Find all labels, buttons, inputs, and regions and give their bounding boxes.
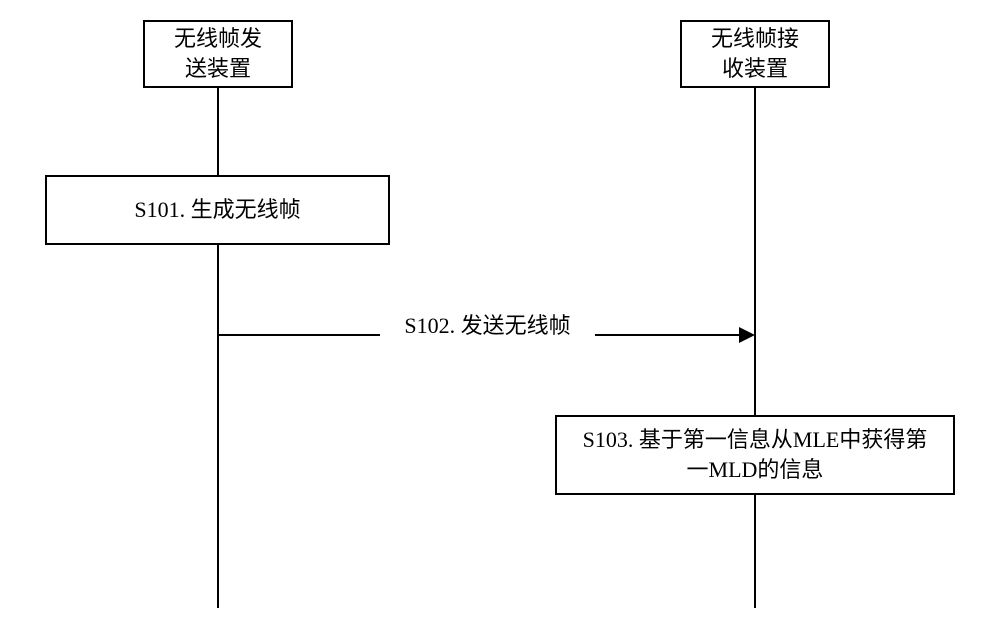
participant-receiver-label: 无线帧接收装置: [711, 24, 799, 83]
lifeline-receiver: [754, 88, 756, 608]
sequence-diagram: 无线帧发送装置 无线帧接收装置 S101. 生成无线帧 S102. 发送无线帧 …: [0, 0, 1000, 620]
lifeline-sender: [217, 88, 219, 608]
step-s103: S103. 基于第一信息从MLE中获得第一MLD的信息: [555, 415, 955, 495]
participant-sender-label: 无线帧发送装置: [174, 24, 262, 83]
step-s103-label: S103. 基于第一信息从MLE中获得第一MLD的信息: [583, 425, 928, 484]
step-s101: S101. 生成无线帧: [45, 175, 390, 245]
participant-receiver: 无线帧接收装置: [680, 20, 830, 88]
message-s102-label: S102. 发送无线帧: [380, 308, 595, 340]
step-s101-label: S101. 生成无线帧: [134, 195, 300, 225]
message-s102-arrowhead: [739, 327, 755, 343]
participant-sender: 无线帧发送装置: [143, 20, 293, 88]
